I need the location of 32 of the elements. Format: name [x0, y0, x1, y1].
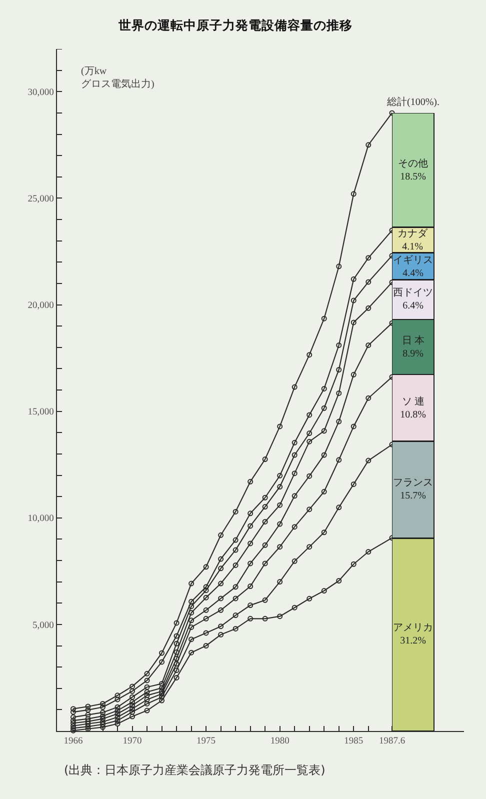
y-tick-label: 15,000	[28, 408, 54, 418]
x-tick-label: 1966	[64, 736, 83, 747]
data-label: 8.9%	[402, 348, 424, 360]
total-label: 総計(100%).	[386, 96, 440, 108]
text: (出典：日本原子力産業会議原子力発電所一覧表)	[64, 763, 326, 777]
series-label: ソ 連	[402, 395, 424, 408]
y-axis-title: (万kw グロス電気出力)	[81, 66, 154, 90]
series-label: その他	[398, 158, 428, 170]
y-tick-label: 30,000	[28, 88, 54, 98]
series-label: フランス	[393, 478, 433, 489]
y-tick-label: 10,000	[28, 514, 54, 524]
x-tick-label: 1987.6	[378, 736, 406, 747]
data-label: 10.8%	[400, 409, 426, 420]
y-tick-label: 5,000	[32, 620, 54, 631]
data-label: 4.1%	[402, 242, 423, 252]
series-label: 西ドイツ	[393, 288, 433, 299]
series-label: カナダ	[398, 228, 428, 240]
data-label: 18.5%	[400, 172, 426, 183]
y-tick-label: 25,000	[28, 194, 54, 205]
data-label: 15.7%	[400, 490, 426, 502]
data-label: 6.4%	[402, 300, 424, 312]
series-label: アメリカ	[393, 622, 433, 634]
data-label: 4.4%	[402, 268, 424, 279]
series-label: イギリス	[393, 254, 433, 266]
series-label: 日 本	[402, 334, 424, 346]
y-tick-label: 20,000	[28, 301, 54, 312]
x-tick-label: 1980	[270, 736, 290, 747]
x-tick-label: 1975	[196, 736, 216, 747]
x-tick-label: 1970	[122, 736, 142, 747]
chart-title: 世界の運転中原子力発電設備容量の推移	[118, 17, 353, 32]
data-label: 31.2%	[400, 636, 426, 647]
x-tick-label: 1985	[344, 736, 364, 747]
